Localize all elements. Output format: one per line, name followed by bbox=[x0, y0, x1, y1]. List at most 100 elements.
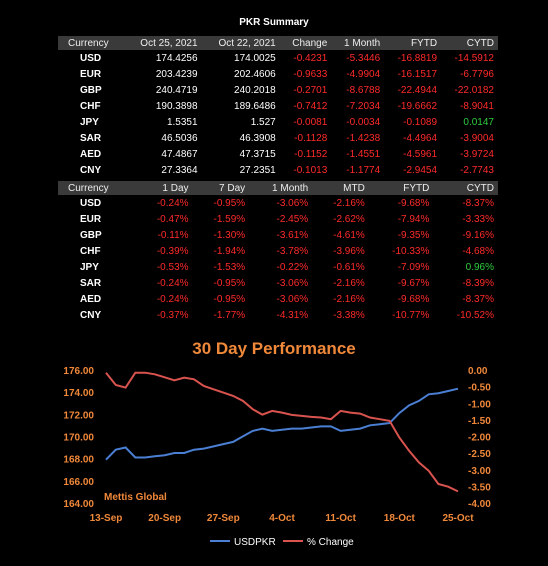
rates-row: CHF 190.3898 189.6486 -0.7412 -7.2034 -19.666… bbox=[58, 98, 498, 114]
perf-cell: -2.16% bbox=[333, 197, 365, 209]
perf-cell: 0.96% bbox=[465, 261, 494, 273]
perf-header-cell: FYTD bbox=[368, 181, 434, 195]
perf-cell: -4.31% bbox=[276, 309, 309, 321]
perf-header-cell: 1 Day bbox=[135, 181, 193, 195]
rates-row: AED 47.4867 47.3715 -0.1152 -1.4551 -4.5961 -3… bbox=[58, 146, 498, 162]
rates-cell: 189.6486 bbox=[234, 100, 276, 112]
rates-cell: 174.0025 bbox=[234, 52, 276, 64]
perf-cell: -3.61% bbox=[276, 229, 309, 241]
rates-header-cell: CYTD bbox=[441, 36, 498, 50]
rates-cell: 1.527 bbox=[250, 116, 276, 128]
perf-cell: -0.24% bbox=[156, 277, 189, 289]
rates-header-cell: FYTD bbox=[384, 36, 442, 50]
perf-cell: -7.94% bbox=[397, 213, 430, 225]
x-tick-label: 27-Sep bbox=[207, 513, 240, 524]
y-right-tick-label: -2.50 bbox=[468, 449, 491, 460]
rates-cell: -3.9004 bbox=[460, 132, 494, 144]
perf-cell: -0.22% bbox=[276, 261, 309, 273]
rates-table-header: Currency Oct 25, 2021 Oct 22, 2021 Change 1 … bbox=[58, 36, 498, 50]
rates-cell: -0.1089 bbox=[403, 116, 438, 128]
y-right-tick-label: -2.00 bbox=[468, 433, 491, 444]
y-left-tick-label: 172.00 bbox=[63, 410, 94, 421]
perf-cell: -0.95% bbox=[213, 293, 246, 305]
y-right-tick-label: -3.00 bbox=[468, 466, 491, 477]
rates-cell: -0.0034 bbox=[346, 116, 381, 128]
rates-cell: 27.2351 bbox=[239, 164, 276, 176]
rates-cell: -2.7743 bbox=[460, 164, 494, 176]
perf-cell: -10.77% bbox=[392, 309, 430, 321]
rates-cell: 174.4256 bbox=[155, 52, 198, 64]
rates-cell: -6.7796 bbox=[460, 68, 494, 80]
currency-code: JPY bbox=[80, 116, 99, 128]
currency-code: CNY bbox=[80, 164, 102, 176]
perf-header-cell: 1 Month bbox=[249, 181, 313, 195]
rates-cell: 46.3908 bbox=[239, 132, 276, 144]
currency-code: GBP bbox=[80, 229, 102, 241]
rates-cell: 0.0147 bbox=[463, 116, 494, 128]
y-right-tick-label: -3.50 bbox=[468, 482, 491, 493]
y-left-tick-label: 168.00 bbox=[63, 455, 94, 466]
perf-header-cell: MTD bbox=[312, 181, 369, 195]
currency-code: EUR bbox=[80, 213, 102, 225]
rates-cell: 47.4867 bbox=[161, 148, 198, 160]
rates-cell: -8.9041 bbox=[460, 100, 494, 112]
y-left-tick-label: 174.00 bbox=[63, 388, 94, 399]
perf-cell: -2.62% bbox=[333, 213, 365, 225]
perf-cell: -9.68% bbox=[397, 197, 430, 209]
rates-cell: 202.4606 bbox=[234, 68, 276, 80]
perf-cell: -4.61% bbox=[333, 229, 365, 241]
x-tick-label: 18-Oct bbox=[384, 513, 416, 524]
performance-table-header: Currency 1 Day 7 Day 1 Month MTD FYTD CYTD bbox=[58, 181, 498, 195]
rates-header-cell: 1 Month bbox=[331, 36, 385, 50]
perf-cell: -1.94% bbox=[213, 245, 246, 257]
perf-cell: -0.95% bbox=[213, 197, 246, 209]
rates-cell: -7.2034 bbox=[346, 100, 381, 112]
currency-code: USD bbox=[80, 197, 102, 209]
x-tick-label: 20-Sep bbox=[148, 513, 181, 524]
rates-row: SAR 46.5036 46.3908 -0.1128 -1.4238 -4.4964 -3… bbox=[58, 130, 498, 146]
rates-cell: 47.3715 bbox=[239, 148, 276, 160]
perf-cell: -8.37% bbox=[462, 197, 494, 209]
currency-code: SAR bbox=[80, 132, 102, 144]
perf-cell: -1.77% bbox=[213, 309, 246, 321]
perf-row: SAR -0.24% -0.95% -3.06% -2.16% -9.67% -8.39% bbox=[58, 275, 498, 291]
y-left-tick-label: 176.00 bbox=[63, 366, 94, 377]
perf-cell: -2.45% bbox=[276, 213, 309, 225]
rates-cell: 46.5036 bbox=[161, 132, 198, 144]
watermark: Mettis Global bbox=[104, 492, 167, 503]
rates-cell: -0.1013 bbox=[293, 164, 328, 176]
y-right-tick-label: -4.00 bbox=[468, 499, 491, 510]
y-right-tick-label: -1.50 bbox=[468, 416, 491, 427]
rates-cell: -0.7412 bbox=[293, 100, 328, 112]
perf-cell: -2.16% bbox=[333, 293, 365, 305]
rates-row: USD 174.4256 174.0025 -0.4231 -5.3446 -16.881… bbox=[58, 50, 498, 66]
rates-cell: 203.4239 bbox=[155, 68, 198, 80]
perf-row: GBP -0.11% -1.30% -3.61% -4.61% -9.35% -9.16% bbox=[58, 227, 498, 243]
currency-code: JPY bbox=[80, 261, 99, 273]
perf-header-cell: Currency bbox=[58, 181, 136, 195]
currency-code: CHF bbox=[80, 100, 101, 112]
rates-row: JPY 1.5351 1.527 -0.0081 -0.0034 -0.1089 0.014… bbox=[58, 114, 498, 130]
rates-cell: -0.1152 bbox=[294, 148, 328, 160]
rates-cell: -4.5961 bbox=[403, 148, 438, 160]
rates-cell: -3.9724 bbox=[460, 148, 494, 160]
rates-cell: 240.4719 bbox=[155, 84, 198, 96]
currency-code: CNY bbox=[80, 309, 102, 321]
perf-cell: -0.24% bbox=[156, 293, 189, 305]
currency-code: GBP bbox=[80, 84, 102, 96]
perf-cell: -2.16% bbox=[333, 277, 365, 289]
perf-cell: -0.61% bbox=[333, 261, 365, 273]
summary-title: PKR Summary bbox=[239, 17, 309, 28]
perf-cell: -3.06% bbox=[276, 293, 309, 305]
perf-cell: -10.33% bbox=[392, 245, 430, 257]
perf-cell: -3.78% bbox=[276, 245, 309, 257]
rates-cell: -16.8819 bbox=[397, 52, 438, 64]
rates-cell: 27.3364 bbox=[161, 164, 198, 176]
currency-code: SAR bbox=[80, 277, 102, 289]
legend-usdpkr-label: USDPKR bbox=[234, 537, 276, 548]
perf-row: JPY -0.53% -1.53% -0.22% -0.61% -7.09% 0.96% bbox=[58, 259, 498, 275]
perf-header-cell: 7 Day bbox=[192, 181, 250, 195]
x-tick-label: 13-Sep bbox=[90, 513, 123, 524]
rates-table: Currency Oct 25, 2021 Oct 22, 2021 Change 1 … bbox=[58, 36, 498, 178]
rates-header-cell: Currency bbox=[58, 36, 124, 50]
